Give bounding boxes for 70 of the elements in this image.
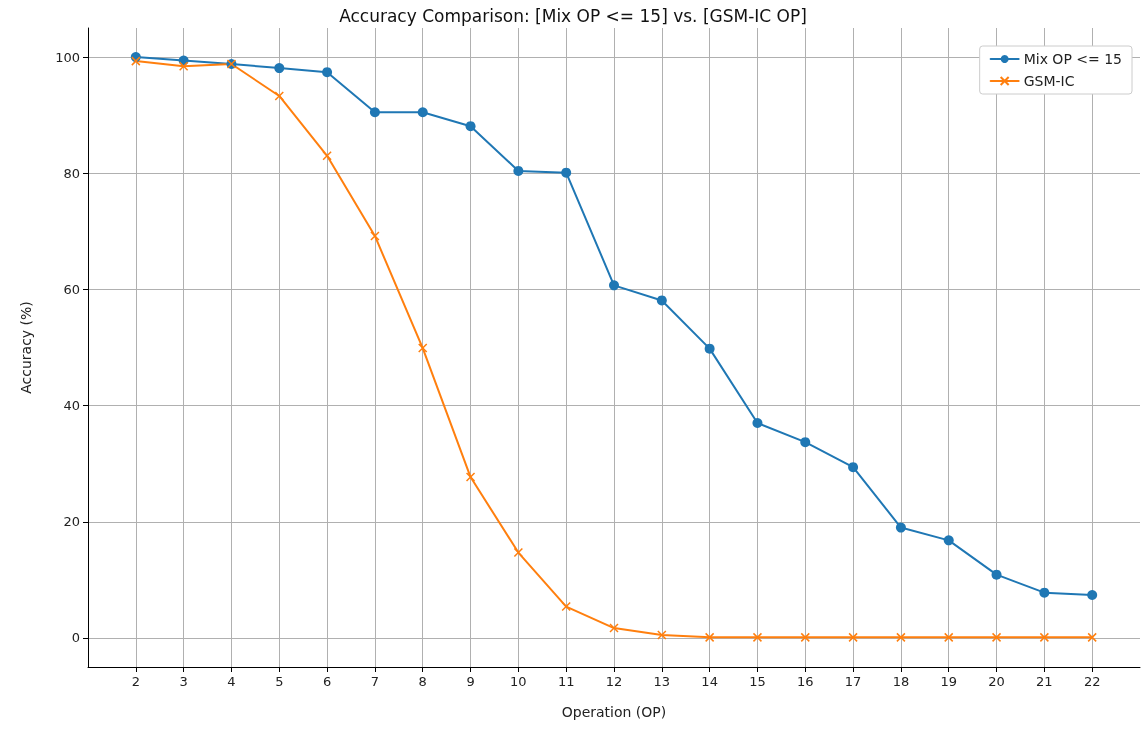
point	[609, 280, 619, 291]
point	[1087, 589, 1098, 600]
x-tick-label: 22	[1083, 674, 1101, 689]
x-tick-label: 12	[605, 674, 623, 689]
point	[943, 632, 954, 643]
point	[561, 601, 571, 612]
point	[848, 632, 858, 643]
point	[322, 151, 332, 161]
point	[561, 167, 572, 178]
x-tick-label: 5	[275, 674, 284, 689]
point	[1039, 632, 1050, 643]
x-tick-label: 16	[797, 674, 814, 689]
point	[322, 67, 333, 78]
x-tick-label: 10	[510, 674, 527, 689]
point	[465, 121, 476, 132]
point	[513, 165, 524, 176]
y-tick-label: 0	[71, 630, 80, 646]
point	[131, 56, 141, 66]
point	[369, 107, 380, 118]
point	[848, 462, 859, 473]
chart-title: Accuracy Comparison: [Mix OP <= 15] vs. [GSM-IC OP]	[339, 5, 807, 26]
point	[370, 231, 380, 241]
x-tick-label: 7	[370, 674, 380, 689]
x-tick-label: 6	[322, 674, 332, 689]
x-tick-label: 21	[1036, 674, 1053, 689]
legend-label: GSM-IC	[1023, 73, 1075, 89]
y-tick-label: 40	[63, 398, 80, 414]
point	[609, 623, 619, 633]
x-axis-title: Operation (OP)	[561, 704, 667, 720]
point	[656, 295, 667, 306]
x-tick-label: 3	[179, 674, 188, 689]
x-tick-label: 13	[653, 674, 671, 689]
point	[178, 61, 189, 72]
point	[417, 107, 428, 118]
point	[752, 418, 763, 429]
y-tick-label: 60	[63, 281, 80, 297]
point	[895, 522, 906, 533]
x-tick-label: 20	[988, 674, 1005, 689]
point	[274, 63, 285, 74]
point	[465, 472, 476, 482]
point	[657, 630, 667, 640]
x-tick-label: 8	[418, 674, 427, 689]
point	[704, 632, 715, 643]
point	[704, 343, 715, 354]
x-tick-label: 2	[131, 674, 140, 689]
x-tick-label: 9	[466, 674, 475, 689]
y-axis-title: Accuracy (%)	[18, 301, 34, 394]
x-tick-label: 19	[940, 674, 957, 689]
point	[513, 547, 524, 558]
point	[752, 632, 763, 643]
x-tick-label: 15	[749, 674, 766, 689]
x-tick-label: 18	[892, 674, 910, 689]
point	[896, 632, 906, 643]
point	[274, 91, 285, 101]
x-tick-label: 11	[557, 674, 575, 689]
y-tick-label: 100	[55, 49, 80, 65]
legend-label: Mix OP <= 15	[1023, 51, 1122, 67]
point	[800, 632, 811, 643]
point	[1087, 632, 1097, 643]
x-tick-label: 4	[227, 674, 236, 689]
point	[991, 632, 1002, 643]
point	[1039, 587, 1050, 598]
point	[800, 437, 811, 448]
x-tick-label: 14	[701, 674, 718, 689]
x-tick-label: 17	[844, 674, 862, 689]
y-tick-label: 80	[63, 165, 80, 181]
point	[943, 535, 954, 546]
point	[417, 343, 428, 353]
point	[991, 569, 1002, 580]
y-tick-label: 20	[63, 514, 80, 530]
